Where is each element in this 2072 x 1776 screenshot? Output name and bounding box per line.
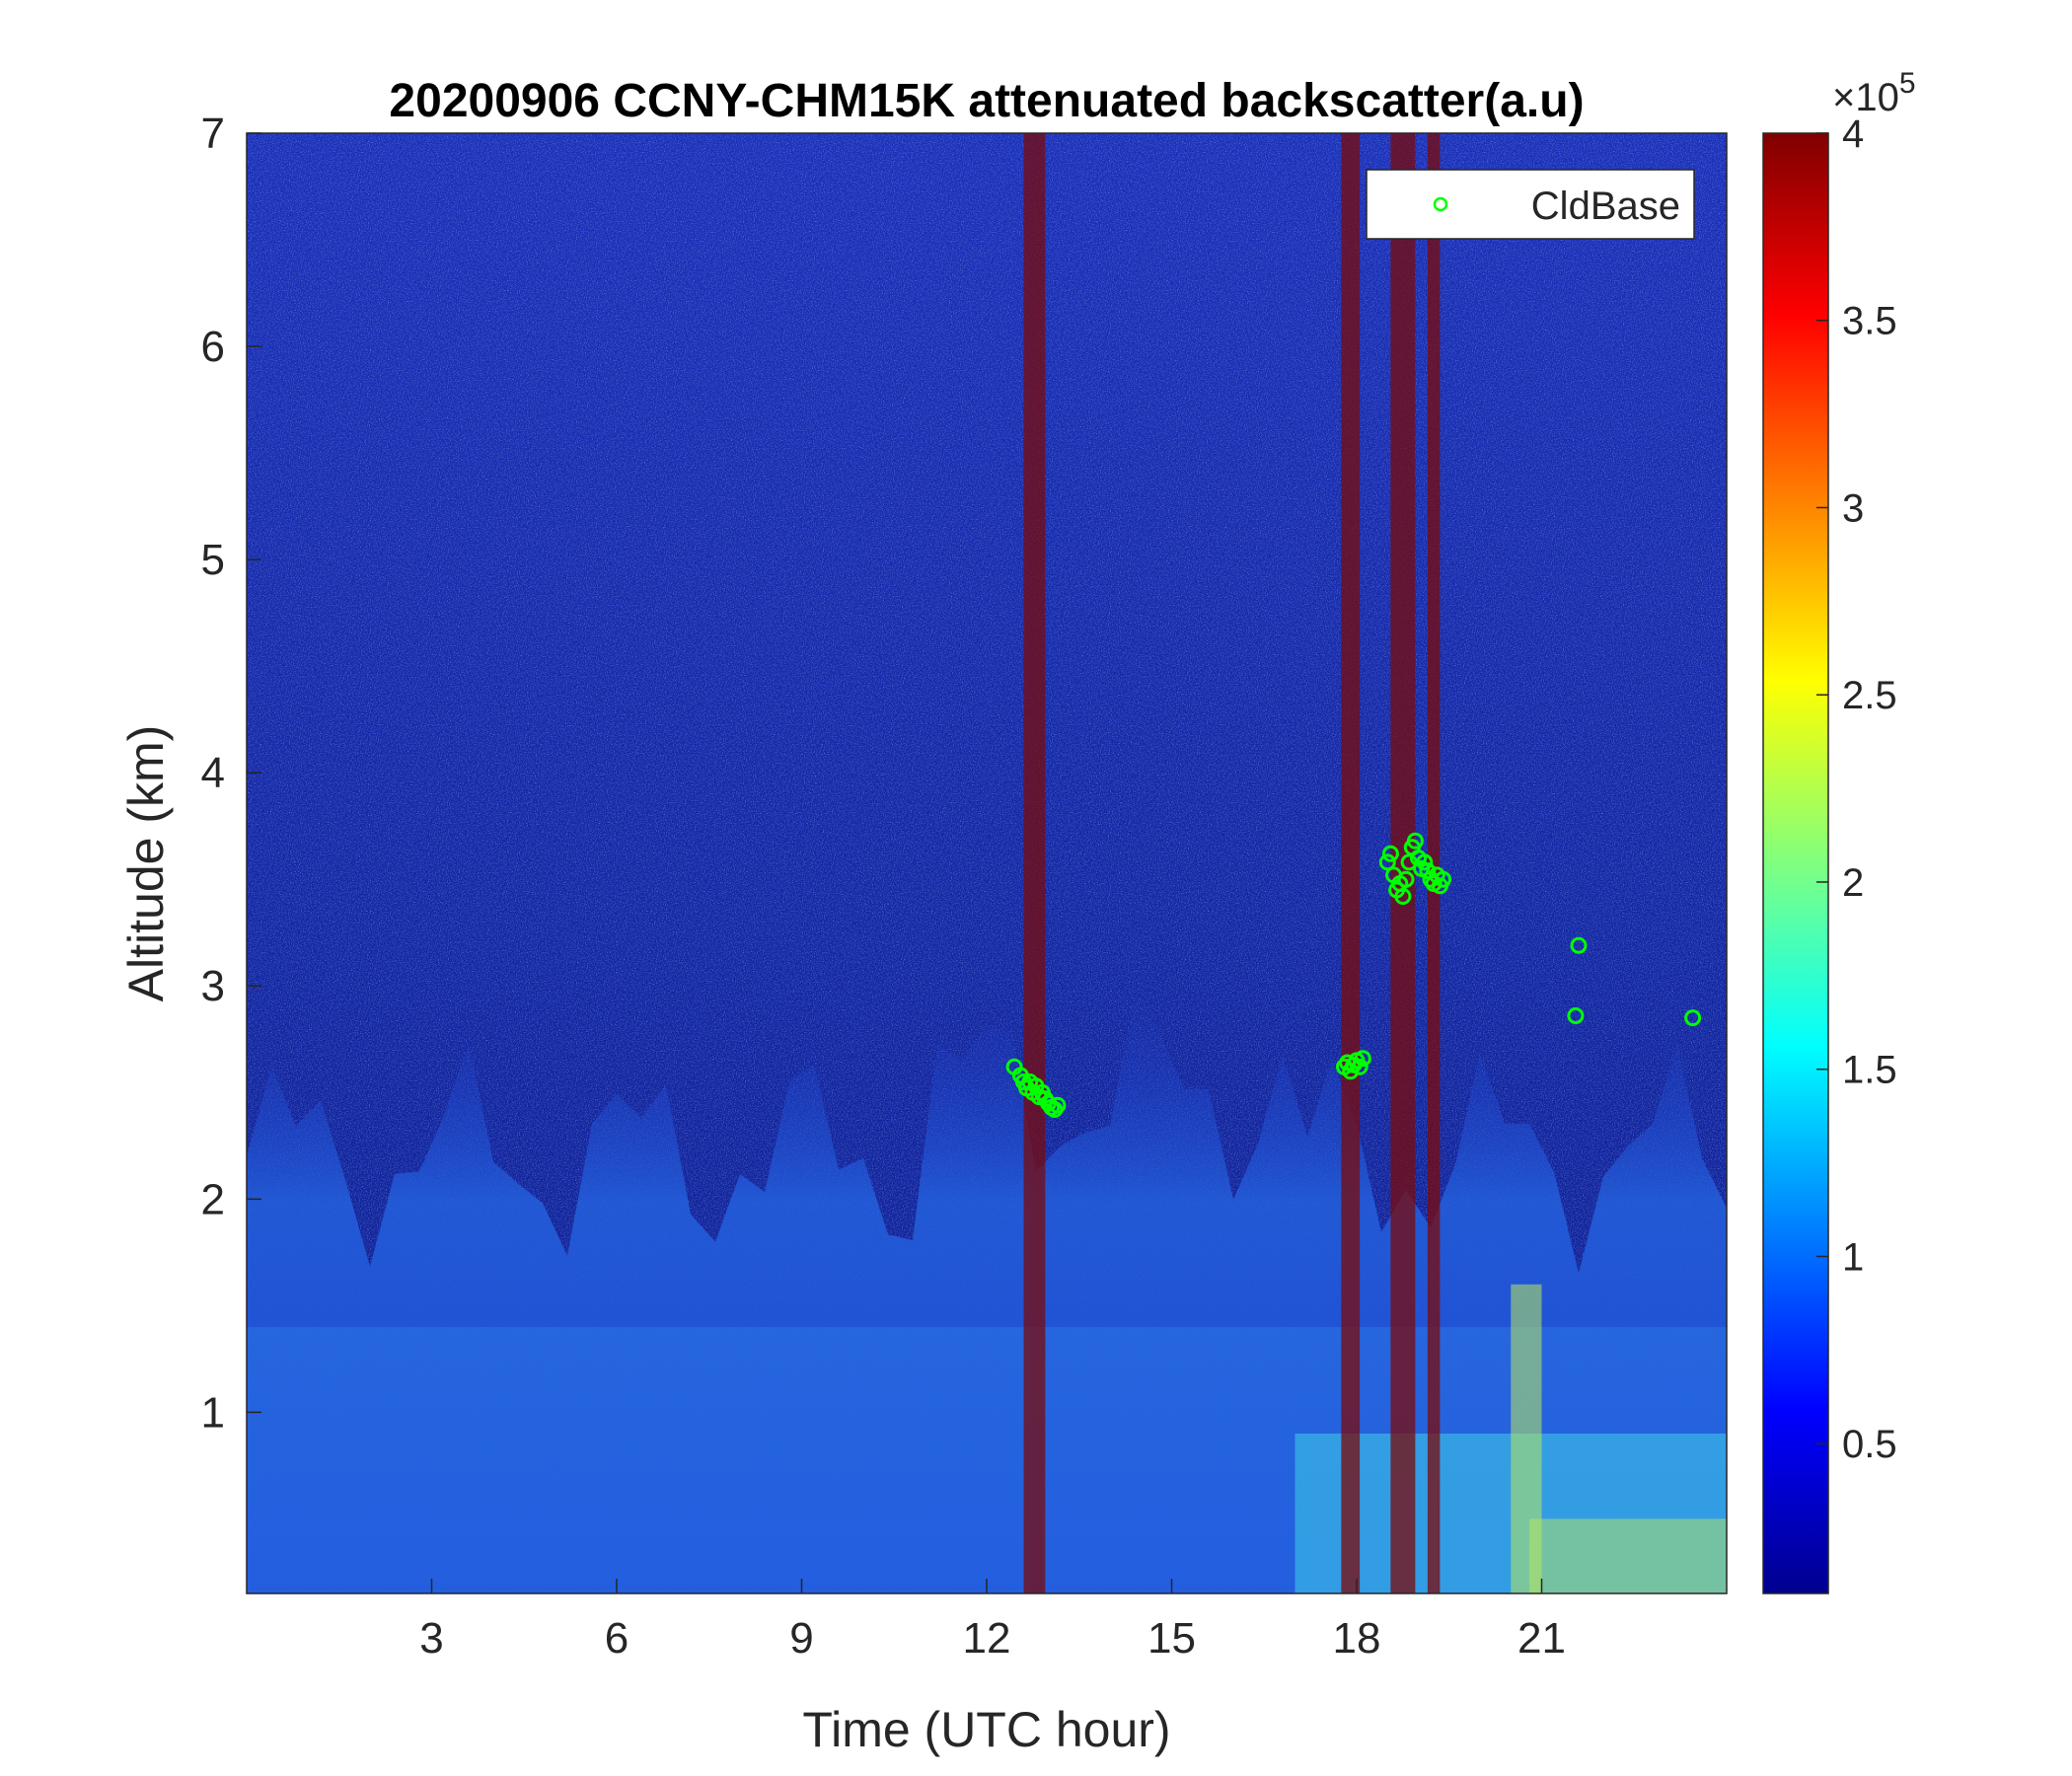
colorbar-exponent: ×105 <box>1832 67 1916 119</box>
colorbar: 0.5 1 1.5 2 2.5 3 3.5 4 ×105 <box>1762 67 1916 1594</box>
colorbar-tick-label-1: 1 <box>1842 1235 1864 1279</box>
cldbase-point-28 <box>1400 853 1418 871</box>
cldbase-point-42 <box>1684 1009 1702 1027</box>
cldbase-point-27 <box>1397 870 1415 888</box>
cldbase-point-30 <box>1406 832 1424 850</box>
cldbase-point-34 <box>1419 862 1437 880</box>
y-tick-label-6: 6 <box>201 323 225 371</box>
x-tick-label-12: 12 <box>963 1614 1011 1663</box>
legend-box <box>1366 169 1695 240</box>
colorbar-tick-label-3: 2 <box>1842 861 1864 905</box>
x-tick-label-6: 6 <box>605 1614 629 1663</box>
cldbase-point-21 <box>1378 853 1396 871</box>
signal-column-3 <box>1427 133 1441 1593</box>
cldbase-point-20 <box>1354 1050 1371 1068</box>
signal-column-0 <box>1023 133 1046 1593</box>
x-tick-label-21: 21 <box>1517 1614 1566 1663</box>
y-tick-label-4: 4 <box>201 749 225 797</box>
x-tick-label-15: 15 <box>1147 1614 1196 1663</box>
plot-area <box>247 133 1727 1593</box>
chart-title: 20200906 CCNY-CHM15K attenuated backscat… <box>389 75 1584 127</box>
cldbase-point-13 <box>1049 1096 1067 1114</box>
x-axis-label: Time (UTC hour) <box>802 1702 1170 1757</box>
colorbar-tick-label-7: 4 <box>1842 112 1864 156</box>
legend: CldBase <box>1366 169 1695 240</box>
colorbar-exponent-power: 5 <box>1899 67 1916 100</box>
colorbar-ticks: 0.5 1 1.5 2 2.5 3 3.5 4 <box>1816 112 1897 1466</box>
colorbar-tick-label-6: 3.5 <box>1842 300 1897 343</box>
cldbase-point-41 <box>1567 1007 1585 1024</box>
x-tick-label-9: 9 <box>789 1614 813 1663</box>
legend-marker-cldbase <box>1433 196 1448 212</box>
y-tick-label-5: 5 <box>201 536 225 584</box>
x-axis: 3 6 9 12 15 18 21 <box>419 1579 1566 1663</box>
cldbase-point-39 <box>1435 870 1451 888</box>
cldbase-point-22 <box>1381 845 1399 862</box>
signal-column-1 <box>1341 133 1361 1593</box>
cldbase-point-26 <box>1394 888 1412 905</box>
y-tick-label-2: 2 <box>201 1175 225 1223</box>
colorbar-tick-label-2: 1.5 <box>1842 1049 1897 1092</box>
surface-bright-layer <box>1529 1518 1727 1593</box>
colorbar-exponent-base: ×10 <box>1832 76 1899 119</box>
colorbar-gradient <box>1762 132 1829 1594</box>
y-axis-label: Altitude (km) <box>118 725 174 1002</box>
cldbase-point-33 <box>1416 853 1434 871</box>
legend-label-cldbase: CldBase <box>1531 185 1680 228</box>
y-tick-label-7: 7 <box>201 110 225 158</box>
colorbar-tick-label-5: 3 <box>1842 486 1864 530</box>
cldbase-point-40 <box>1570 936 1588 954</box>
y-tick-label-3: 3 <box>201 962 225 1010</box>
x-tick-label-18: 18 <box>1333 1614 1381 1663</box>
y-axis: 1 2 3 4 5 6 7 <box>201 110 261 1437</box>
cloud-base-markers <box>1005 832 1702 1118</box>
x-tick-label-3: 3 <box>419 1614 443 1663</box>
colorbar-tick-label-4: 2.5 <box>1842 674 1897 717</box>
colorbar-tick-label-0: 0.5 <box>1842 1423 1897 1466</box>
cldbase-point-19 <box>1351 1058 1369 1075</box>
y-tick-label-1: 1 <box>201 1388 225 1437</box>
